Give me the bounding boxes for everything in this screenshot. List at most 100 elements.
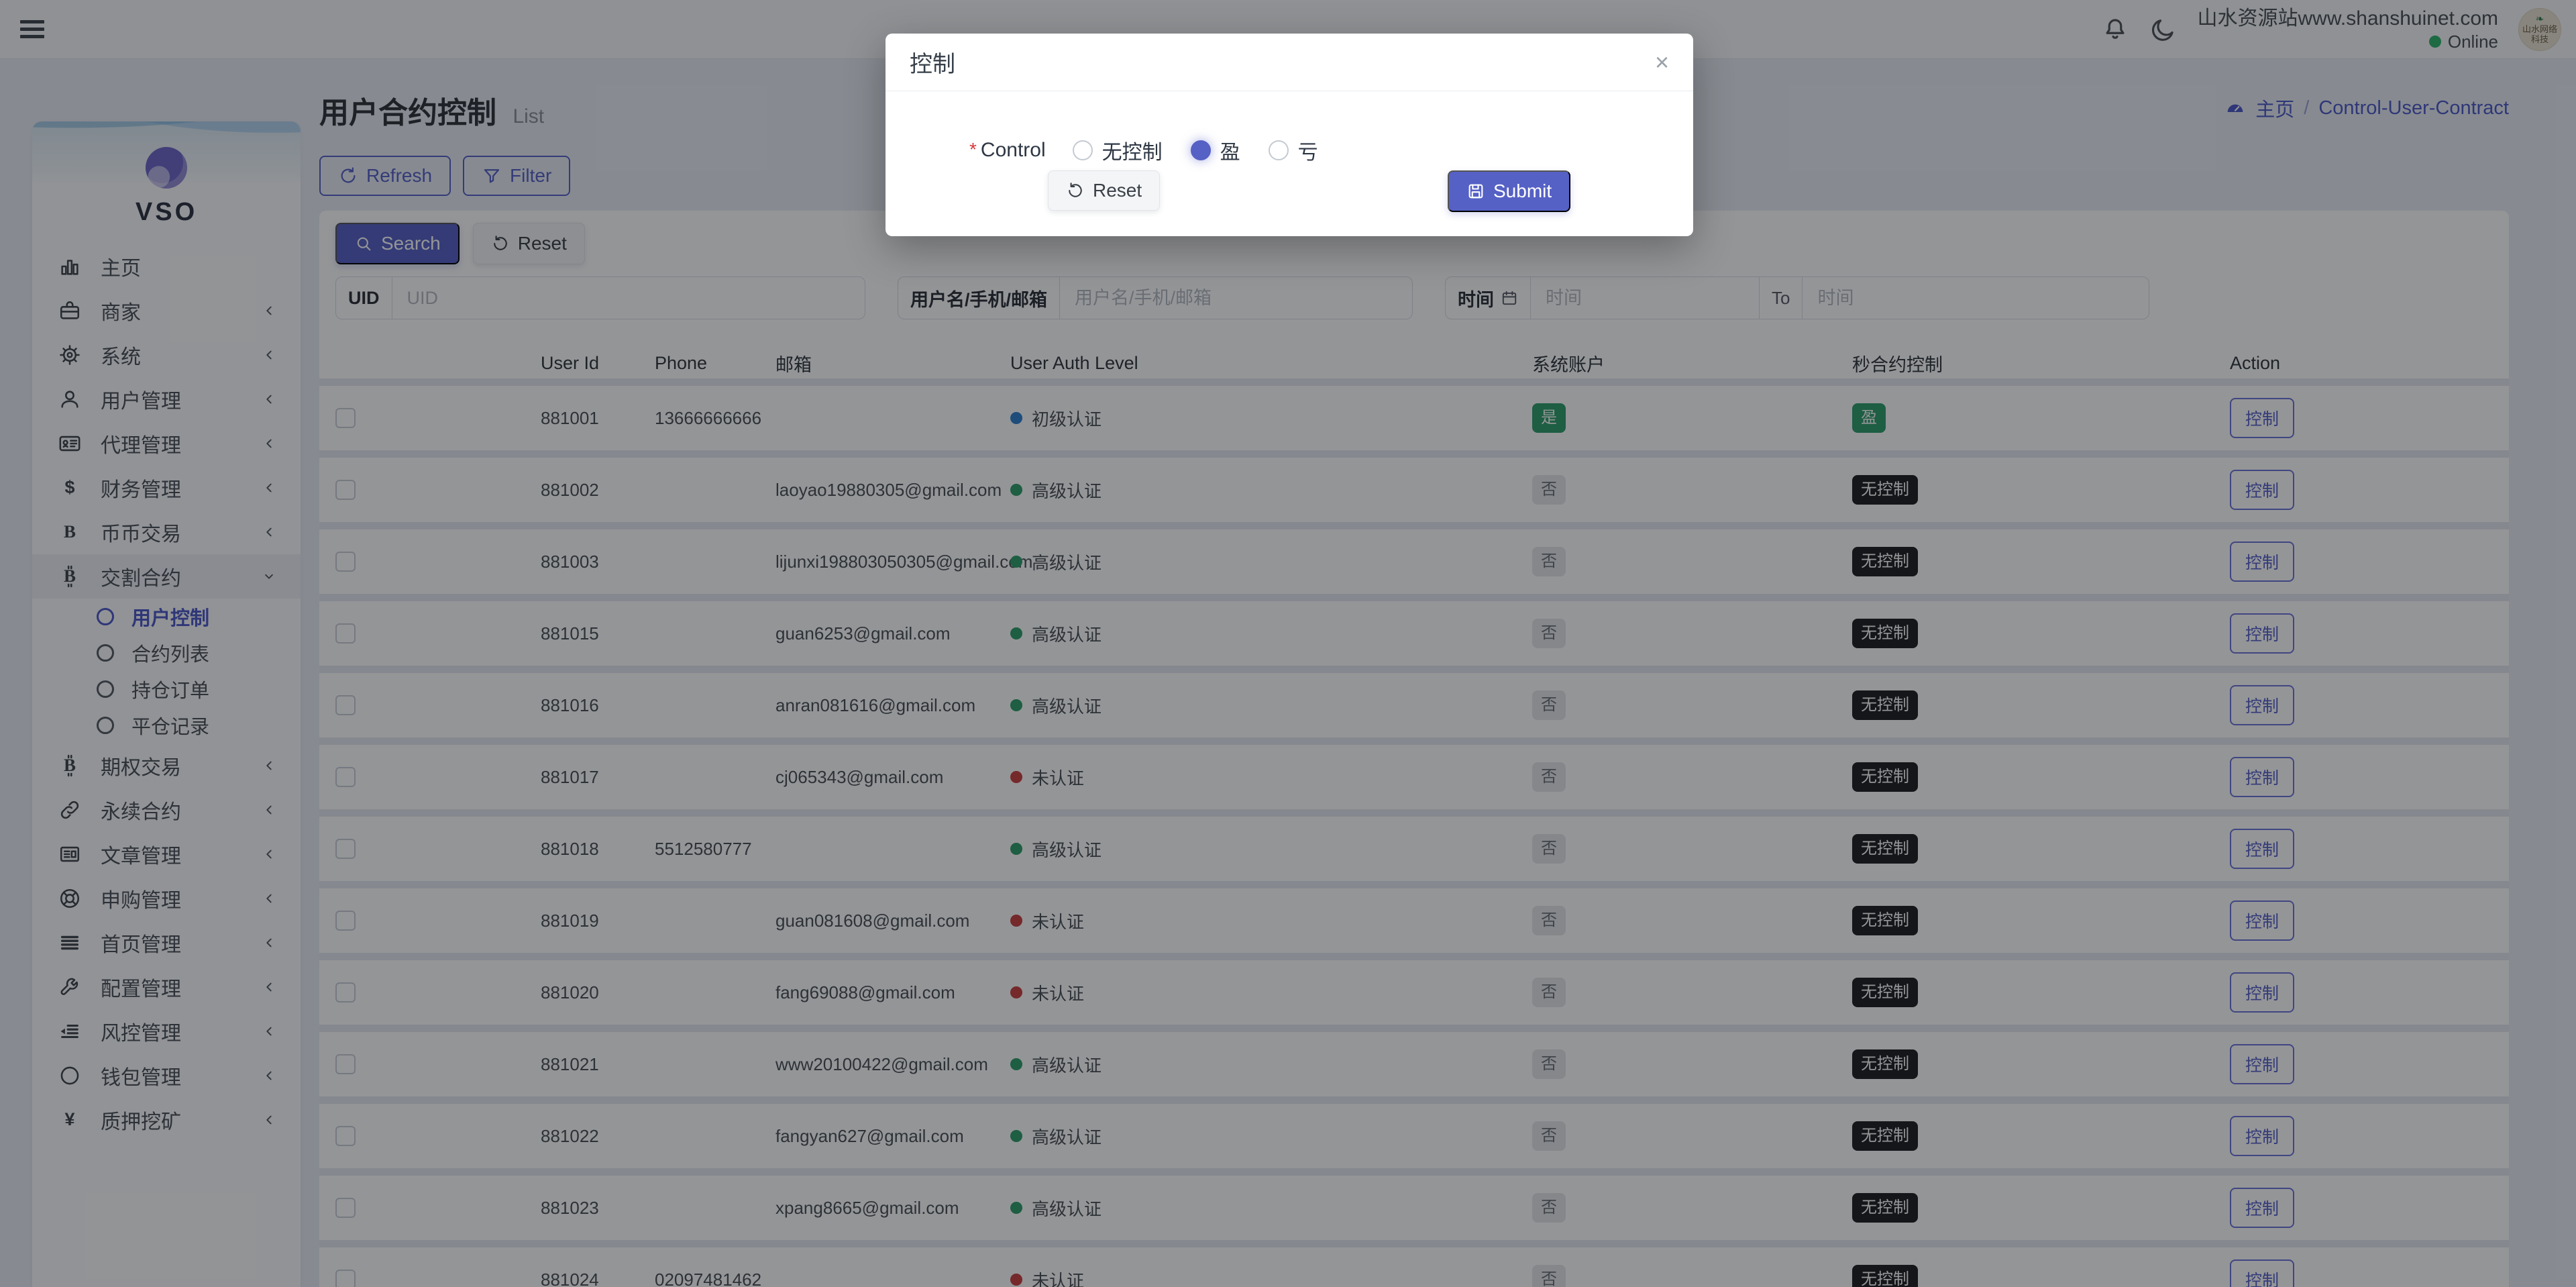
breadcrumb-home[interactable]: 主页: [2255, 99, 2295, 121]
sidebar-item[interactable]: 配置管理: [32, 965, 301, 1009]
sidebar-item[interactable]: B 币币交易: [32, 510, 301, 554]
modal-submit-button[interactable]: Submit: [1448, 170, 1571, 212]
row-checkbox[interactable]: [335, 623, 356, 644]
radio-option[interactable]: 盈: [1190, 136, 1240, 165]
radio-option[interactable]: 无控制: [1072, 136, 1163, 165]
control-action-button[interactable]: 控制: [2230, 757, 2295, 797]
sidebar-item[interactable]: 永续合约: [32, 788, 301, 832]
chevron-left-icon: [260, 346, 278, 364]
time-from-input[interactable]: [1531, 277, 1759, 319]
control-action-button[interactable]: 控制: [2230, 1116, 2295, 1156]
sidebar-item[interactable]: 用户管理: [32, 377, 301, 421]
dark-mode-moon-icon[interactable]: [2149, 15, 2178, 44]
sidebar-item[interactable]: B 交割合约: [32, 554, 301, 599]
system-account-badge: 否: [1532, 833, 1566, 864]
sidebar-item[interactable]: 申购管理: [32, 876, 301, 921]
sidebar-item-label: 永续合约: [101, 801, 181, 823]
auth-label: 高级认证: [1032, 839, 1102, 860]
sidebar-subitem[interactable]: 合约列表: [32, 635, 301, 671]
control-action-button[interactable]: 控制: [2230, 613, 2295, 654]
row-select-cell: [319, 767, 525, 787]
sidebar-item-label: 系统: [101, 346, 141, 368]
contract-control-badge: 无控制: [1852, 690, 1918, 721]
control-action-button[interactable]: 控制: [2230, 900, 2295, 941]
sidebar-item[interactable]: $ 财务管理: [32, 466, 301, 510]
time-filter-group: 时间 To: [1445, 276, 2149, 319]
svg-text:B: B: [64, 755, 76, 775]
modal-close-icon[interactable]: ×: [1654, 48, 1669, 76]
modal-reset-button[interactable]: Reset: [1048, 170, 1161, 211]
filter-button[interactable]: Filter: [463, 156, 571, 196]
search-button[interactable]: Search: [335, 223, 460, 264]
sidebar-item-label: 商家: [101, 302, 141, 324]
required-asterisk: *: [969, 139, 977, 160]
auth-dot-icon: [1010, 843, 1022, 855]
hamburger-menu-icon[interactable]: [20, 16, 44, 42]
row-checkbox[interactable]: [335, 408, 356, 428]
cell-action: 控制: [2214, 900, 2509, 941]
sidebar-item[interactable]: 商家: [32, 289, 301, 333]
time-to-input[interactable]: [1803, 277, 2149, 319]
sidebar-item-label: 配置管理: [101, 978, 181, 1000]
control-action-button[interactable]: 控制: [2230, 1188, 2295, 1228]
radio-circle-icon[interactable]: [1072, 140, 1093, 160]
contract-control-badge: 无控制: [1852, 905, 1918, 936]
sidebar-item[interactable]: 代理管理: [32, 421, 301, 466]
sidebar-subitem[interactable]: 持仓订单: [32, 671, 301, 707]
row-checkbox[interactable]: [335, 695, 356, 715]
control-action-button[interactable]: 控制: [2230, 542, 2295, 582]
user-filter-input[interactable]: [1060, 277, 1412, 319]
control-action-button[interactable]: 控制: [2230, 1259, 2295, 1287]
column-header: 邮箱: [775, 354, 812, 375]
sidebar-item[interactable]: B 期权交易: [32, 743, 301, 788]
row-checkbox[interactable]: [335, 982, 356, 1002]
table-row: 881017 cj065343@gmail.com 未认证 否 无控制 控制: [319, 745, 2509, 809]
row-checkbox[interactable]: [335, 1270, 356, 1287]
sidebar-item[interactable]: 系统: [32, 333, 301, 377]
cell-user-id: 881021: [541, 1053, 599, 1074]
control-action-button[interactable]: 控制: [2230, 1044, 2295, 1084]
cell-auth-level: 未认证: [994, 1268, 1516, 1287]
control-action-button[interactable]: 控制: [2230, 470, 2295, 510]
control-action-button[interactable]: 控制: [2230, 972, 2295, 1013]
row-checkbox[interactable]: [335, 1198, 356, 1218]
sidebar-subitem[interactable]: 平仓记录: [32, 707, 301, 743]
refresh-button[interactable]: Refresh: [319, 156, 451, 196]
radio-option[interactable]: 亏: [1268, 136, 1318, 165]
control-action-button[interactable]: 控制: [2230, 398, 2295, 438]
sidebar-subitem[interactable]: 用户控制: [32, 599, 301, 635]
cell-action: 控制: [2214, 542, 2509, 582]
row-checkbox[interactable]: [335, 767, 356, 787]
cell-action: 控制: [2214, 613, 2509, 654]
sidebar-item[interactable]: 主页: [32, 244, 301, 289]
sidebar-item[interactable]: 钱包管理: [32, 1053, 301, 1098]
radio-circle-icon[interactable]: [1190, 140, 1211, 160]
cell-contract-control: 无控制: [1836, 833, 2214, 864]
cell-user-id: 881017: [541, 766, 599, 787]
cell-email: guan6253@gmail.com: [775, 623, 951, 644]
row-checkbox[interactable]: [335, 1054, 356, 1074]
row-checkbox[interactable]: [335, 1126, 356, 1146]
reset-button[interactable]: Reset: [472, 223, 585, 264]
uid-input[interactable]: [392, 277, 865, 319]
avatar[interactable]: ❧ 山水网络科技: [2518, 7, 2561, 51]
row-checkbox[interactable]: [335, 839, 356, 859]
sidebar-item[interactable]: 风控管理: [32, 1009, 301, 1053]
sidebar-item[interactable]: 首页管理: [32, 921, 301, 965]
radio-circle-icon[interactable]: [1268, 140, 1289, 160]
logo-icon: [146, 147, 187, 189]
control-action-button[interactable]: 控制: [2230, 829, 2295, 869]
cell-auth-level: 未认证: [994, 765, 1516, 790]
cell-action: 控制: [2214, 398, 2509, 438]
row-checkbox[interactable]: [335, 911, 356, 931]
row-checkbox[interactable]: [335, 552, 356, 572]
notifications-bell-icon[interactable]: [2101, 15, 2129, 44]
table-row: 881002 laoyao19880305@gmail.com 高级认证 否 无控制 控制: [319, 458, 2509, 522]
cell-system-account: 是: [1516, 403, 1836, 433]
sidebar-item[interactable]: ¥ 质押挖矿: [32, 1098, 301, 1142]
control-action-button[interactable]: 控制: [2230, 685, 2295, 725]
sidebar-item[interactable]: 文章管理: [32, 832, 301, 876]
bullet-circle-icon: [97, 644, 114, 662]
row-checkbox[interactable]: [335, 480, 356, 500]
sidebar-item-label: 质押挖矿: [101, 1111, 181, 1133]
